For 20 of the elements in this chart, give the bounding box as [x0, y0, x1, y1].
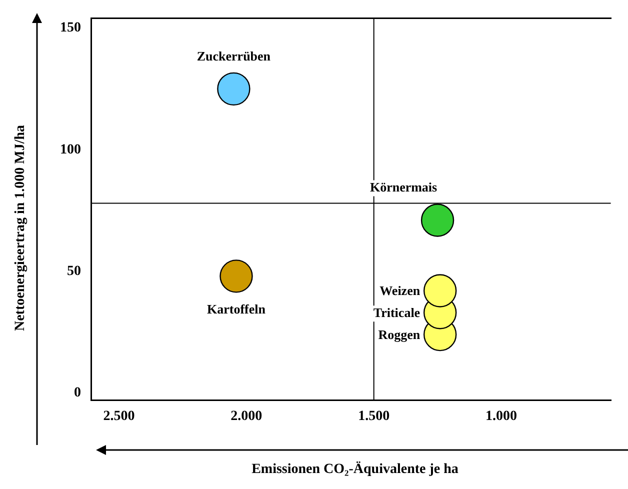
y-tick-label: 150 — [60, 20, 81, 36]
series-label: Kartoffeln — [206, 302, 266, 317]
series-label: Triticale — [373, 305, 420, 320]
x-axis-title: Emissionen CO₂-Äquivalente je ha — [250, 462, 460, 478]
point — [220, 260, 253, 293]
y-tick-label: 0 — [74, 386, 81, 401]
point — [217, 72, 250, 106]
x-tick-label: 2.000 — [230, 409, 262, 424]
y-tick-label: 100 — [60, 142, 81, 158]
series-label: Weizen — [380, 283, 421, 298]
point — [420, 204, 454, 237]
series-label: Roggen — [378, 326, 421, 342]
x-tick-label: 1.500 — [358, 409, 390, 424]
y-tick-label: 50 — [67, 264, 81, 279]
x-tick-label: 1.000 — [485, 409, 517, 424]
series-label: Zuckerrüben — [196, 48, 272, 64]
x-tick-label: 2.500 — [103, 409, 135, 424]
y-axis-title: Nettoenergieertrag in 1.000 MJ/ha — [13, 124, 29, 334]
series-label: Körnermais — [370, 180, 438, 195]
point — [423, 274, 457, 308]
